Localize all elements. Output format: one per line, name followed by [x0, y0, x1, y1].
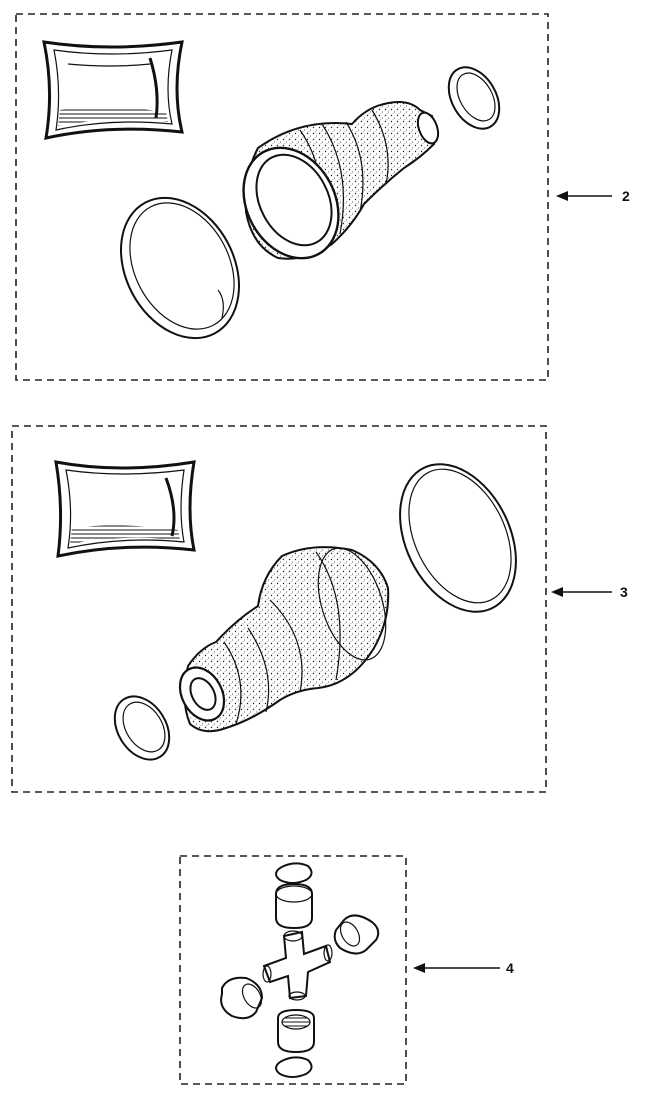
bearing-cup-icon [277, 1008, 315, 1054]
kit-2-dashed-frame [15, 13, 549, 381]
large-clamp-band-icon [120, 196, 240, 340]
cv-boot-icon [242, 101, 440, 260]
snap-ring-icon [275, 862, 313, 884]
cv-boot-icon [178, 546, 390, 733]
small-clamp-band-icon [113, 695, 171, 761]
bearing-cup-icon [220, 976, 264, 1020]
callout-2-arrow-icon [556, 191, 568, 201]
universal-joint-cross-icon [262, 930, 333, 1001]
callout-4-label: 4 [506, 960, 514, 976]
callout-2-label: 2 [622, 188, 630, 204]
grease-sachet-icon [54, 460, 196, 558]
snap-ring-icon [275, 1056, 313, 1078]
kit-4-group: 4 [179, 855, 514, 1085]
kit-3-group: 3 [11, 425, 628, 793]
kit-3-dashed-frame [11, 425, 547, 793]
grease-sachet-icon [42, 40, 184, 140]
callout-3-label: 3 [620, 584, 628, 600]
kit-4-dashed-frame [179, 855, 407, 1085]
callout-3-arrow-icon [551, 587, 563, 597]
kit-2-group: 2 [15, 13, 630, 381]
large-clamp-band-icon [399, 463, 517, 613]
small-clamp-band-icon [447, 66, 501, 130]
callout-4-arrow-icon [413, 963, 425, 973]
bearing-cup-icon [333, 914, 380, 955]
bearing-cup-icon [275, 882, 313, 930]
